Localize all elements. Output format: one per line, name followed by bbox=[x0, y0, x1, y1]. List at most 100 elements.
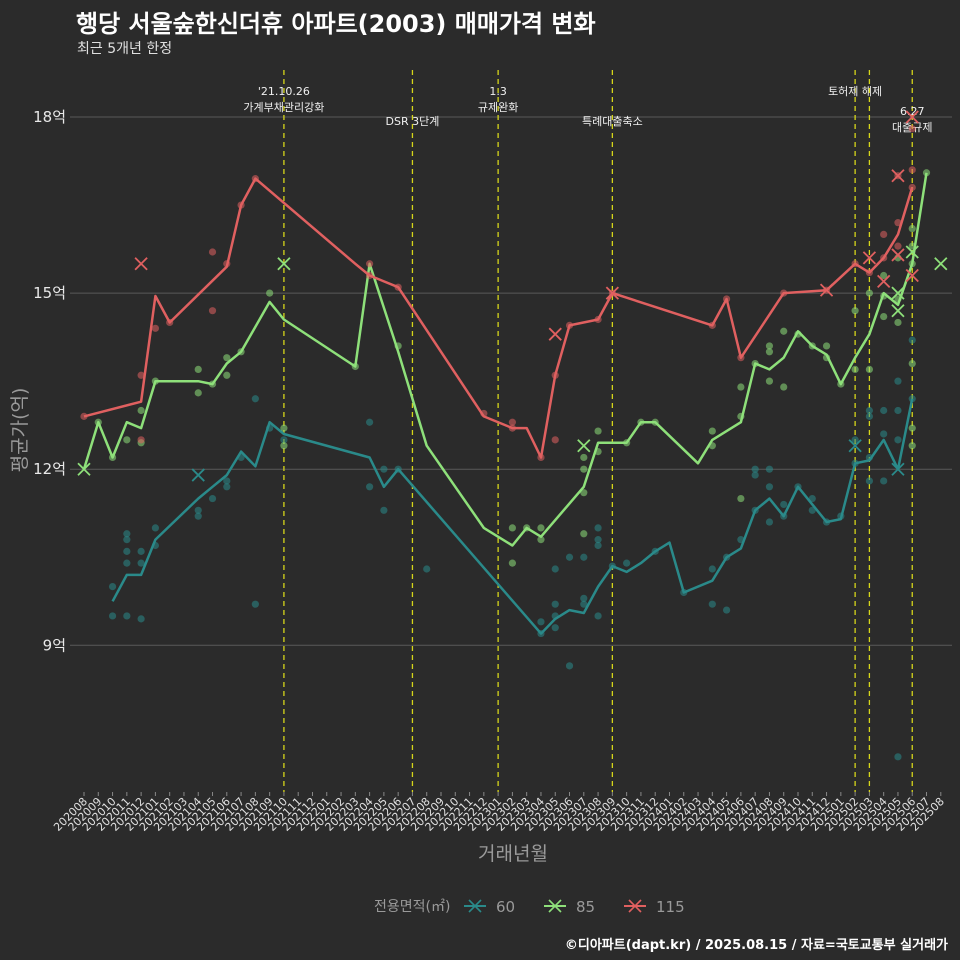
data-point bbox=[594, 612, 602, 620]
data-point bbox=[551, 565, 559, 573]
cross-stroke bbox=[905, 245, 919, 259]
data-point bbox=[922, 169, 931, 177]
cross-marker bbox=[905, 268, 919, 283]
data-point bbox=[865, 477, 874, 485]
cross-marker bbox=[891, 169, 905, 183]
data-point bbox=[765, 342, 774, 350]
data-point bbox=[508, 559, 516, 567]
data-point bbox=[565, 553, 574, 561]
data-point bbox=[380, 506, 388, 514]
data-point bbox=[851, 365, 859, 374]
cross-marker bbox=[819, 283, 834, 297]
data-point bbox=[508, 418, 516, 426]
data-point bbox=[537, 536, 545, 544]
series-line-60 bbox=[111, 398, 914, 635]
cross-marker bbox=[277, 257, 291, 271]
data-point bbox=[123, 436, 131, 444]
data-point bbox=[908, 336, 916, 344]
data-point bbox=[865, 406, 874, 415]
cross-marker bbox=[605, 286, 619, 300]
data-point bbox=[594, 536, 602, 544]
data-point bbox=[737, 494, 745, 503]
cross-marker bbox=[891, 304, 905, 318]
data-point bbox=[908, 166, 916, 174]
data-point bbox=[894, 436, 902, 444]
y-axis-title: 평균가(억) bbox=[9, 388, 31, 473]
event-label-202301: 1.3 규제완화 bbox=[478, 85, 518, 114]
data-point bbox=[137, 406, 145, 415]
data-point bbox=[865, 412, 874, 420]
data-point bbox=[908, 395, 916, 403]
data-point bbox=[565, 662, 574, 670]
legend-item-60: 60 bbox=[464, 898, 515, 916]
data-point bbox=[223, 354, 231, 362]
data-point bbox=[822, 342, 831, 350]
data-point bbox=[123, 530, 131, 538]
data-point bbox=[708, 600, 716, 608]
data-point bbox=[194, 365, 202, 374]
data-point bbox=[708, 427, 716, 435]
cross-stroke bbox=[891, 462, 905, 476]
event-label-202110: '21.10.26 가계부채관리강화 bbox=[243, 85, 324, 114]
data-point bbox=[580, 553, 588, 561]
event-label-line: 토허제 해제 bbox=[828, 84, 882, 98]
data-point bbox=[908, 359, 916, 368]
data-point bbox=[880, 230, 888, 238]
cross-stroke bbox=[605, 286, 619, 300]
data-point bbox=[551, 600, 559, 608]
cross-stroke bbox=[891, 286, 905, 300]
legend: 전용면적(㎡) 60 85 115 bbox=[374, 898, 685, 916]
data-point bbox=[366, 260, 374, 268]
data-point bbox=[751, 465, 759, 473]
data-point bbox=[580, 600, 588, 608]
data-point bbox=[880, 477, 888, 485]
data-point bbox=[123, 559, 131, 567]
data-point bbox=[580, 453, 588, 462]
data-point bbox=[366, 418, 374, 426]
data-point bbox=[280, 424, 288, 432]
series-line-115 bbox=[83, 177, 914, 459]
data-point bbox=[251, 395, 259, 403]
data-point bbox=[223, 483, 231, 491]
data-point bbox=[137, 436, 145, 444]
series-line-85 bbox=[82, 172, 928, 547]
y-tick-label: 9억 bbox=[43, 636, 66, 654]
cross-stroke bbox=[848, 439, 862, 453]
event-label-line: 특례대출축소 bbox=[582, 115, 643, 128]
cross-stroke bbox=[134, 257, 148, 271]
data-point bbox=[780, 500, 788, 509]
y-tick-label: 15억 bbox=[33, 284, 66, 302]
cross-marker bbox=[934, 257, 948, 271]
y-tick-label: 18억 bbox=[33, 108, 66, 126]
cross-marker bbox=[905, 110, 919, 124]
cross-marker bbox=[905, 245, 919, 259]
data-point bbox=[623, 559, 631, 567]
event-label-line: 6.27 bbox=[900, 105, 925, 118]
data-point bbox=[208, 307, 217, 315]
data-point bbox=[880, 406, 888, 415]
data-point bbox=[908, 442, 916, 450]
data-point bbox=[280, 442, 288, 450]
data-point bbox=[194, 512, 202, 520]
data-point bbox=[537, 524, 545, 532]
event-label-line: 1.3 bbox=[489, 85, 507, 98]
legend-label: 60 bbox=[496, 898, 515, 916]
series-115 bbox=[80, 110, 919, 462]
cross-marker bbox=[134, 257, 148, 271]
event-label-line: 가계부채관리강화 bbox=[243, 101, 324, 114]
data-point bbox=[194, 389, 202, 397]
data-point bbox=[880, 430, 888, 438]
data-point bbox=[366, 483, 374, 491]
data-point bbox=[151, 524, 159, 532]
data-point bbox=[894, 242, 902, 250]
data-point bbox=[594, 541, 602, 550]
y-tick-label: 12억 bbox=[33, 460, 66, 478]
cross-stroke bbox=[891, 248, 905, 262]
data-point bbox=[137, 371, 145, 379]
cross-stroke bbox=[77, 462, 91, 476]
data-point bbox=[723, 606, 731, 614]
data-point bbox=[108, 583, 117, 591]
data-point bbox=[223, 371, 231, 379]
series-60 bbox=[108, 336, 916, 761]
cross-marker bbox=[848, 439, 862, 453]
